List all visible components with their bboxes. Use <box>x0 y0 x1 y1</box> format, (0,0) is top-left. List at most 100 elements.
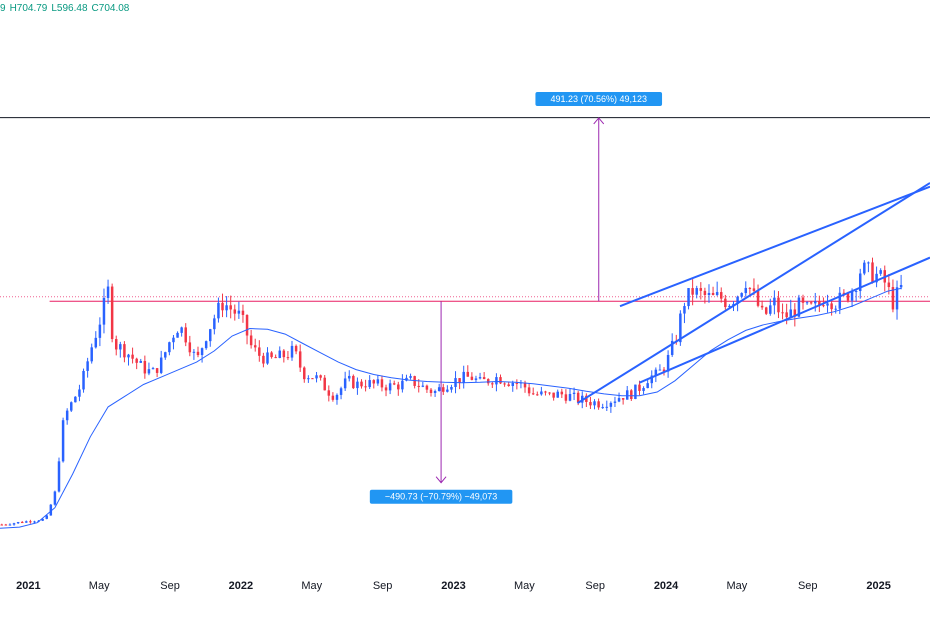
candle <box>274 354 277 359</box>
candle-body <box>29 521 32 523</box>
candle-body <box>159 357 163 373</box>
candle <box>307 375 310 383</box>
candle <box>650 370 653 389</box>
candle-body <box>527 387 531 394</box>
candle-body <box>822 305 825 307</box>
candle <box>519 379 523 389</box>
candle <box>172 335 175 350</box>
candle-body <box>237 310 241 314</box>
candle-body <box>192 351 196 353</box>
candle <box>552 392 555 401</box>
candle <box>368 375 371 389</box>
candle <box>634 384 637 400</box>
channel-line-1[interactable] <box>639 256 930 384</box>
candle-body <box>139 360 143 363</box>
candle-body <box>658 369 662 371</box>
candle <box>102 288 106 334</box>
channel-line-0[interactable] <box>619 185 930 308</box>
candle-body <box>131 354 134 359</box>
measurement-0[interactable]: −490.73 (−70.79%) −49,073 <box>369 301 513 504</box>
candle <box>298 344 302 372</box>
candle-body <box>683 306 686 314</box>
candle <box>867 261 870 273</box>
candle-body <box>785 312 788 318</box>
candle-body <box>895 287 899 310</box>
candle <box>98 317 102 347</box>
candle-body <box>515 382 519 384</box>
x-tick-label: May <box>514 580 535 592</box>
candle <box>380 375 384 392</box>
candle-body <box>433 391 437 394</box>
candle-body <box>703 290 707 295</box>
candle-body <box>899 285 903 288</box>
candle <box>270 351 273 359</box>
candle-body <box>213 318 216 330</box>
channel-line-2[interactable] <box>576 182 930 405</box>
candle <box>176 331 179 338</box>
candle-body <box>748 287 752 289</box>
x-axis: 2021 May Sep 2022 May Sep 2023 May Sep 2024 May Sep… <box>16 580 891 592</box>
candle-body <box>307 378 310 380</box>
measurement-1[interactable]: 491.23 (70.56%) 49,123 <box>535 91 663 302</box>
candle <box>744 281 748 297</box>
candle-body <box>172 337 175 343</box>
candle <box>740 292 743 299</box>
candle <box>196 346 200 358</box>
candle <box>858 268 862 299</box>
candle-body <box>143 360 147 374</box>
candle <box>123 341 126 363</box>
candle <box>372 379 376 389</box>
candle-body <box>511 382 515 387</box>
candle-body <box>630 390 633 400</box>
candle-body <box>114 339 118 350</box>
candle-body <box>135 358 138 363</box>
candle-body <box>740 293 743 297</box>
candle-body <box>82 370 85 390</box>
candle-body <box>531 393 535 395</box>
candle <box>666 350 670 378</box>
candle-body <box>229 305 232 310</box>
candle <box>110 283 114 343</box>
x-tick-label: Sep <box>798 580 818 592</box>
candle-body <box>98 324 102 338</box>
candle-body <box>20 522 24 524</box>
candle-body <box>110 286 114 340</box>
candle <box>164 351 167 360</box>
measurements[interactable]: −490.73 (−70.79%) −49,073 491.23 (70.56%)… <box>369 91 663 504</box>
candle-body <box>568 394 572 401</box>
candle-body <box>478 377 482 379</box>
candle <box>188 335 192 357</box>
candle-body <box>352 375 355 389</box>
candle <box>854 288 858 302</box>
candle-body <box>625 390 629 400</box>
candle-body <box>446 389 449 392</box>
candle <box>691 279 694 306</box>
candle-body <box>364 386 367 388</box>
candle <box>585 393 588 408</box>
candle-body <box>572 392 576 395</box>
candle <box>642 386 645 395</box>
candle <box>16 521 20 524</box>
candle-body <box>474 378 478 380</box>
candle <box>217 297 220 323</box>
candle-body <box>621 398 625 400</box>
candle <box>527 383 531 397</box>
candle <box>135 357 138 370</box>
channel-lines[interactable] <box>576 182 930 405</box>
candle-body <box>617 398 621 402</box>
candle <box>151 366 155 370</box>
candle-body <box>826 303 829 306</box>
candles <box>0 257 903 526</box>
x-tick-label: 2025 <box>866 580 890 592</box>
candle-body <box>589 401 592 406</box>
candle <box>401 374 404 393</box>
candle <box>143 355 147 379</box>
candle-body <box>176 332 179 338</box>
candle-body <box>756 290 760 306</box>
candle-body <box>315 375 318 379</box>
candle-body <box>397 384 400 390</box>
candle-body <box>65 410 69 421</box>
candle <box>863 260 866 276</box>
x-tick-label: May <box>727 580 748 592</box>
